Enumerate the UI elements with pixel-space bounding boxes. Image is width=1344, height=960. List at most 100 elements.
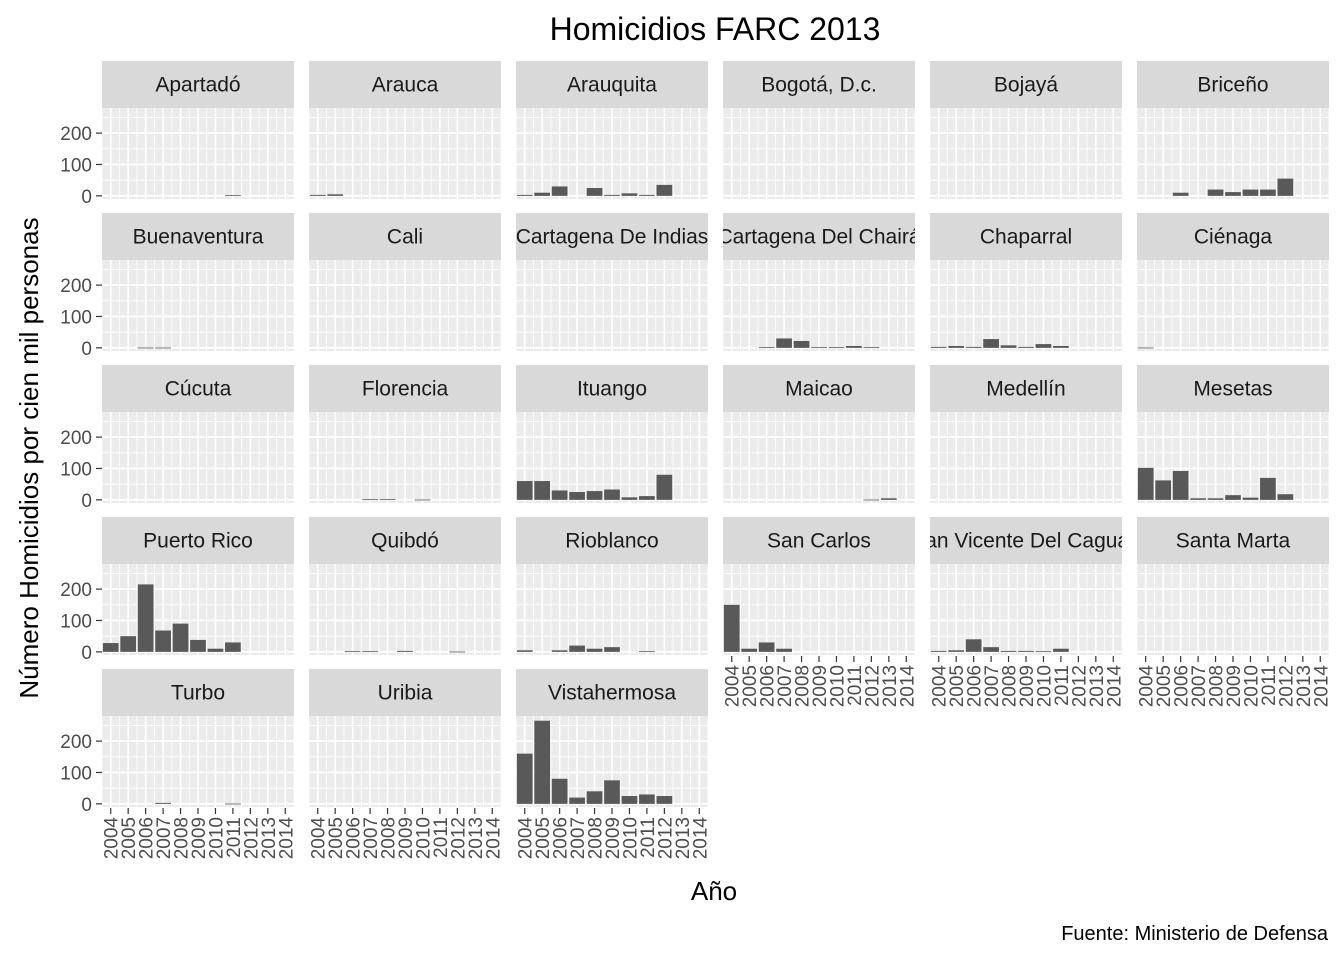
bar bbox=[225, 642, 241, 652]
facet-strip bbox=[102, 517, 294, 564]
bar bbox=[930, 346, 947, 348]
bar bbox=[327, 194, 344, 196]
bar bbox=[137, 347, 154, 349]
x-tick-label: 2013 bbox=[1294, 665, 1315, 707]
bar bbox=[1172, 192, 1189, 196]
x-tick-label: 2005 bbox=[119, 817, 140, 859]
x-tick-label: 2010 bbox=[1241, 665, 1262, 707]
facet-strip-label: Turbo bbox=[171, 682, 225, 705]
bar bbox=[551, 490, 568, 500]
x-tick-label: 2009 bbox=[1017, 665, 1038, 707]
x-tick-label: 2013 bbox=[259, 817, 280, 859]
x-tick-label: 2004 bbox=[930, 665, 951, 708]
facet-panel: Cartagena Del Chairá bbox=[722, 213, 916, 351]
facet-strip-label: Rioblanco bbox=[565, 530, 658, 553]
facet-strip-label: Chaparral bbox=[980, 226, 1072, 249]
bar bbox=[551, 186, 568, 196]
bar bbox=[930, 650, 947, 652]
bar bbox=[586, 791, 603, 804]
x-tick-label: 2004 bbox=[102, 817, 123, 860]
x-tick-label: 2007 bbox=[568, 817, 589, 859]
bar bbox=[1277, 178, 1294, 196]
facet-panel: Uribia2004200520062007200820092010201120… bbox=[308, 669, 504, 860]
bar bbox=[1242, 189, 1259, 196]
facet-strip bbox=[1137, 517, 1329, 564]
x-tick-label: 2011 bbox=[224, 817, 245, 858]
facet-strip-label: Bojayá bbox=[994, 74, 1059, 97]
x-tick-label: 2012 bbox=[1069, 665, 1090, 707]
facet-panel: Arauca bbox=[308, 61, 502, 199]
facet-strip bbox=[930, 365, 1122, 412]
bar bbox=[639, 651, 655, 653]
bar bbox=[1035, 344, 1052, 348]
chart-caption: Fuente: Ministerio de Defensa bbox=[1061, 923, 1329, 945]
x-tick-label: 2006 bbox=[344, 817, 365, 859]
x-tick-label: 2010 bbox=[620, 817, 641, 859]
x-tick-label: 2005 bbox=[740, 665, 761, 707]
x-tick-label: 2007 bbox=[1189, 665, 1210, 707]
x-tick-label: 2007 bbox=[982, 665, 1003, 707]
facet-strip-label: Briceño bbox=[1197, 74, 1268, 97]
x-tick-label: 2009 bbox=[810, 665, 831, 707]
x-tick-label: 2014 bbox=[690, 817, 711, 860]
facet-strip bbox=[1137, 365, 1329, 412]
bar bbox=[604, 780, 620, 804]
facet-strip-label: San Vicente Del Caguán bbox=[911, 530, 1141, 553]
bar bbox=[828, 347, 845, 349]
facet-strip-label: Ituango bbox=[577, 378, 647, 401]
facet-strip-label: Apartadó bbox=[155, 74, 240, 97]
facet-strip-label: Quibdó bbox=[371, 530, 439, 553]
bar bbox=[776, 648, 792, 652]
y-tick-label: 100 bbox=[60, 459, 92, 480]
facet-panel: Turbo 0 100 200 2004200520062007200820092010… bbox=[60, 669, 297, 859]
bar bbox=[604, 647, 620, 652]
x-tick-label: 2013 bbox=[673, 817, 694, 859]
facet-panel: San Carlos200420052006200720082009201020… bbox=[722, 517, 918, 708]
facet-panel: Cúcuta 0 100 200 bbox=[60, 365, 295, 512]
bar bbox=[379, 499, 396, 501]
x-tick-label: 2006 bbox=[551, 817, 572, 859]
bar bbox=[1190, 498, 1206, 500]
x-tick-label: 2010 bbox=[206, 817, 227, 859]
facet-panel: Arauquita bbox=[515, 61, 709, 199]
facet-strip bbox=[102, 61, 294, 108]
facet-panel: Briceño bbox=[1136, 61, 1330, 199]
x-tick-label: 2009 bbox=[189, 817, 210, 859]
x-tick-label: 2006 bbox=[137, 817, 158, 859]
x-tick-label: 2014 bbox=[1311, 665, 1332, 708]
bar bbox=[863, 347, 880, 349]
x-tick-label: 2012 bbox=[862, 665, 883, 707]
facet-panel: Buenaventura 0 100 200 bbox=[60, 213, 295, 360]
x-tick-label: 2013 bbox=[1087, 665, 1108, 707]
bar bbox=[983, 647, 999, 652]
x-tick-label: 2014 bbox=[897, 665, 918, 708]
y-tick-label: 100 bbox=[60, 155, 92, 176]
facet-panels: Apartadó 0 100 200 Arauca Arauquita Bogotá, D.… bbox=[60, 61, 1332, 859]
x-tick-label: 2014 bbox=[276, 817, 297, 860]
facet-strip bbox=[309, 669, 501, 716]
bar bbox=[516, 194, 533, 196]
x-tick-label: 2014 bbox=[1104, 665, 1125, 708]
facet-strip-label: Cartagena De Indias bbox=[516, 226, 709, 249]
y-tick-label: 200 bbox=[60, 732, 92, 753]
x-tick-label: 2007 bbox=[361, 817, 382, 859]
facet-panel: San Vicente Del Caguán200420052006200720… bbox=[911, 517, 1141, 708]
bar bbox=[639, 194, 655, 196]
x-tick-label: 2010 bbox=[413, 817, 434, 859]
bar bbox=[344, 651, 361, 653]
bar bbox=[1242, 497, 1259, 500]
x-tick-label: 2004 bbox=[1137, 665, 1158, 708]
y-tick-label: 200 bbox=[60, 580, 92, 601]
facet-strip bbox=[102, 213, 294, 260]
x-tick-label: 2012 bbox=[448, 817, 469, 859]
bar bbox=[621, 796, 638, 804]
x-tick-label: 2008 bbox=[1207, 665, 1228, 707]
facet-panel: Medellín bbox=[929, 365, 1123, 503]
bar bbox=[137, 584, 154, 652]
bar bbox=[190, 639, 206, 652]
y-axis-title: Número Homicidios por cien mil personas bbox=[14, 217, 44, 698]
bar bbox=[155, 802, 171, 804]
x-tick-label: 2008 bbox=[172, 817, 193, 859]
x-tick-label: 2004 bbox=[309, 817, 330, 860]
facet-panel: Cartagena De Indias bbox=[515, 213, 709, 351]
